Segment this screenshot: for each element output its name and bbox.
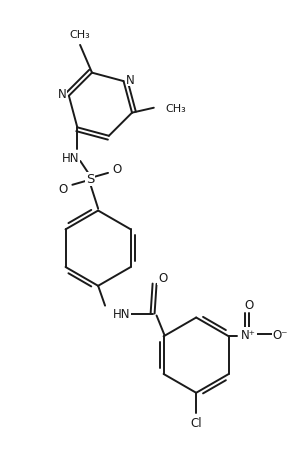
Text: N: N xyxy=(126,74,135,87)
Text: O⁻: O⁻ xyxy=(272,328,288,341)
Text: O: O xyxy=(158,272,167,285)
Text: S: S xyxy=(86,173,94,186)
Text: HN: HN xyxy=(113,307,131,320)
Text: Cl: Cl xyxy=(190,416,202,429)
Text: HN: HN xyxy=(62,151,79,164)
Text: O: O xyxy=(244,299,253,312)
Text: CH₃: CH₃ xyxy=(166,104,186,113)
Text: CH₃: CH₃ xyxy=(70,30,91,40)
Text: O: O xyxy=(59,183,68,196)
Text: N⁺: N⁺ xyxy=(241,328,256,341)
Text: N: N xyxy=(58,88,66,101)
Text: O: O xyxy=(112,163,121,176)
